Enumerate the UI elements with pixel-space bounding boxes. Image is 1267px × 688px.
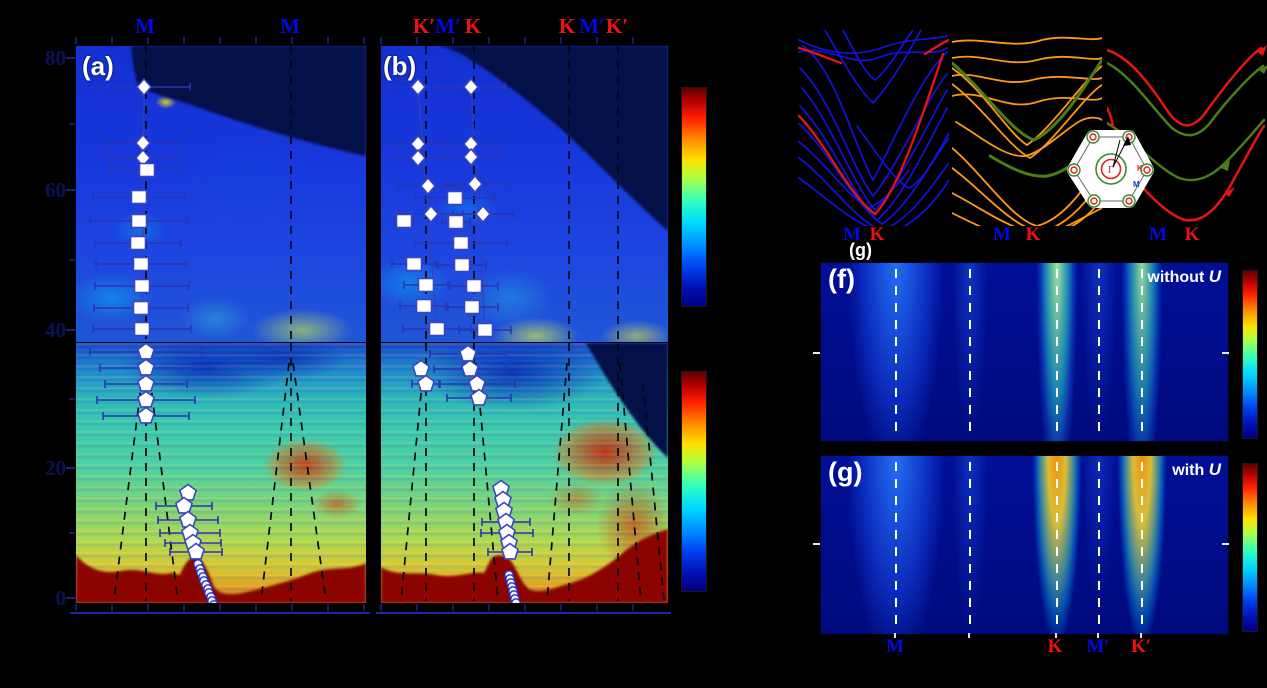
y-major-tick	[66, 597, 75, 599]
panel-f-annotation-text: without	[1147, 269, 1209, 286]
g-left-tick	[813, 543, 820, 545]
ytick-60: 60	[45, 178, 66, 202]
b-top-label-mp2: M′	[579, 14, 605, 38]
panel-g-annotation-text: with	[1172, 462, 1209, 479]
b-top-axis-ticks	[380, 37, 667, 44]
band2-label-k: K	[1025, 224, 1041, 245]
g-xlabel-mp: M′	[1086, 636, 1110, 657]
bz-k-label: K	[1137, 164, 1143, 173]
panel-b-top-overlay	[387, 46, 619, 342]
gamma-pocket-red	[1100, 158, 1122, 180]
y-minor-tick	[69, 532, 75, 534]
ytick-0: 0	[55, 586, 67, 610]
unmeasured-region	[131, 46, 366, 156]
b-top-label-kp2: K′	[605, 14, 629, 38]
a-top-label-m1: M	[135, 14, 155, 38]
panel-a-top-heatmap	[75, 45, 367, 343]
a-top-axis-ticks	[75, 37, 365, 44]
y-major-tick	[66, 189, 75, 191]
corner-pockets	[1067, 130, 1154, 208]
a-top-label-m2: M	[280, 14, 300, 38]
a-bottom-axis-ticks	[75, 604, 365, 611]
b-top-label-kp1: K′	[412, 14, 436, 38]
panel-a-bottom-overlay	[89, 343, 327, 603]
g-xlabel-m: M	[886, 636, 904, 657]
colorbar-bottom-row	[681, 371, 707, 592]
y-minor-tick	[69, 398, 75, 400]
band1-label-m: M	[843, 224, 861, 245]
g-bottom-tick	[968, 633, 970, 638]
panel-f-overlay	[895, 269, 1143, 435]
bz-arrow-1	[1112, 141, 1127, 168]
g-xlabel-kp: K′	[1130, 636, 1152, 657]
bz-arrow-2	[1112, 139, 1121, 168]
y-minor-tick	[69, 259, 75, 261]
ytick-20: 20	[45, 456, 66, 480]
y-major-tick	[66, 467, 75, 469]
g-right-tick	[1222, 543, 1229, 545]
f-left-tick	[813, 352, 820, 354]
bz-arrow-1-head	[1123, 136, 1131, 146]
panel-g-letter: (g)	[828, 457, 863, 487]
panel-f-annotation-u: U	[1208, 267, 1221, 286]
panel-g-annotation: with U	[1172, 460, 1221, 480]
unmeasured-region	[439, 46, 668, 231]
b-top-label-k1: K	[464, 14, 482, 38]
b-top-label-mp1: M′	[435, 14, 461, 38]
panel-a-bottom-heatmap	[75, 342, 367, 604]
panel-a-top-overlay	[89, 46, 292, 342]
colorbar-g	[1242, 463, 1258, 632]
panel-f-annotation: without U	[1147, 267, 1221, 287]
y-minor-tick	[69, 123, 75, 125]
panel-b-bottom-overlay	[400, 343, 665, 603]
band3-label-k: K	[1184, 224, 1200, 245]
y-major-tick	[66, 329, 75, 331]
panel-g-annotation-u: U	[1208, 460, 1221, 479]
b-top-label-k2: K	[558, 14, 576, 38]
ytick-80: 80	[45, 46, 66, 70]
band-structure-panel-1	[797, 30, 949, 226]
gamma-label: Γ	[1108, 165, 1114, 176]
band-row-sub-label: (g)	[849, 240, 872, 260]
panel-a-letter: (a)	[82, 51, 114, 81]
panel-g-heatmap	[820, 455, 1229, 635]
panel-b-bottom-heatmap	[380, 342, 669, 604]
g-bottom-tick	[1140, 633, 1142, 638]
gamma-pocket-green	[1095, 153, 1127, 185]
ytick-40: 40	[45, 318, 66, 342]
panel-g-overlay	[895, 462, 1143, 628]
high-intensity-band	[76, 555, 366, 603]
panel-f-letter: (f)	[828, 264, 855, 294]
g-bottom-tick	[1055, 633, 1057, 638]
y-major-tick	[66, 57, 75, 59]
band2-label-m: M	[993, 224, 1011, 245]
colorbar-top-row	[681, 87, 707, 307]
g-bottom-tick	[894, 633, 896, 638]
f-right-tick	[1222, 352, 1229, 354]
colorbar-f	[1242, 270, 1258, 439]
panel-f-heatmap	[820, 262, 1229, 442]
panel-b-letter: (b)	[383, 51, 417, 81]
b-bottom-axis-ticks	[380, 604, 667, 611]
bz-m-label: M	[1133, 180, 1140, 189]
g-bottom-tick	[1097, 633, 1099, 638]
brillouin-zone-inset: Γ K M	[1067, 130, 1154, 208]
band1-label-k: K	[869, 224, 885, 245]
panel-b-top-heatmap	[380, 45, 669, 343]
band3-label-m: M	[1149, 224, 1167, 245]
b-axis-underline	[376, 612, 671, 614]
g-xlabel-k: K	[1047, 636, 1063, 657]
a-axis-underline	[70, 612, 370, 614]
